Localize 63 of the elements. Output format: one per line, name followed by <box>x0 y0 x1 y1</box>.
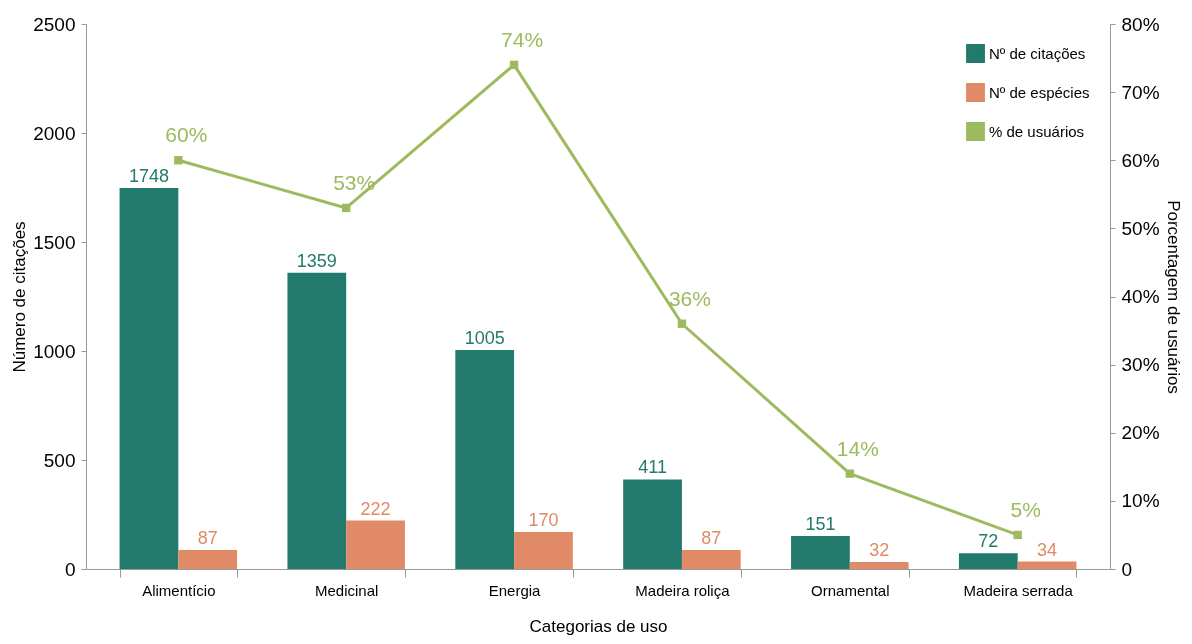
legend-label: Nº de espécies <box>989 83 1090 101</box>
bar <box>287 272 347 569</box>
x-tick-label: Alimentício <box>142 581 216 599</box>
data-label: 1748 <box>128 165 169 186</box>
y2-tick-label: 20% <box>1121 422 1160 444</box>
legend-label: % de usuários <box>989 122 1085 140</box>
x-axis-title: Categorias de uso <box>529 616 668 636</box>
data-label: 1359 <box>296 250 337 271</box>
y-tick-label: 1500 <box>33 231 76 253</box>
data-label: 72 <box>978 531 999 552</box>
bar <box>455 349 515 569</box>
data-label: 34 <box>1037 539 1058 560</box>
data-label: 36% <box>668 286 711 310</box>
y2-tick-label: 0 <box>1121 558 1133 580</box>
point <box>677 319 687 328</box>
bar <box>514 531 573 569</box>
y2-tick-label: 40% <box>1121 286 1160 307</box>
data-label: 87 <box>701 528 722 549</box>
x-tick-label: Energia <box>488 581 542 599</box>
y2-tick-label: 60% <box>1121 149 1160 171</box>
y2-tick-label: 50% <box>1121 217 1160 239</box>
bar <box>681 550 741 569</box>
y2-tick-label: 70% <box>1121 81 1160 103</box>
data-label: 14% <box>836 436 879 460</box>
data-label: 411 <box>638 457 667 478</box>
data-label: 222 <box>360 498 391 519</box>
data-label: 53% <box>333 170 376 194</box>
point <box>174 156 183 165</box>
y-tick-label: 1000 <box>33 340 76 362</box>
bar <box>849 562 909 569</box>
bar <box>623 479 682 569</box>
x-tick-label: Madeira serrada <box>963 581 1074 599</box>
y2-tick-label: 80% <box>1121 13 1160 35</box>
point <box>342 203 351 213</box>
bar <box>178 550 238 569</box>
bar <box>119 187 179 569</box>
legend-label: Nº de citações <box>989 44 1086 62</box>
bar <box>1017 561 1077 569</box>
y2-tick-label: 30% <box>1121 354 1160 376</box>
point <box>509 60 519 70</box>
data-label: 74% <box>501 27 544 51</box>
data-label: 60% <box>165 123 208 147</box>
y-tick-label: 2500 <box>33 13 76 35</box>
x-tick-label: Madeira roliça <box>635 581 731 599</box>
y2-axis-title: Porcentagem de usuários <box>1163 200 1183 394</box>
y-tick-label: 500 <box>43 449 76 471</box>
data-label: 32 <box>869 540 890 561</box>
point <box>845 469 854 478</box>
data-label: 87 <box>197 528 218 549</box>
x-tick-label: Medicinal <box>315 581 379 599</box>
point <box>1013 530 1022 540</box>
y-tick-label: 2000 <box>33 122 76 144</box>
data-label: 5% <box>1010 497 1041 521</box>
bar <box>346 520 405 569</box>
y-tick-label: 0 <box>64 558 76 580</box>
bar <box>791 536 850 569</box>
y2-tick-label: 10% <box>1121 490 1160 512</box>
data-label: 170 <box>528 509 559 530</box>
y-axis-title: Número de citações <box>10 221 30 373</box>
bar <box>958 553 1018 569</box>
x-tick-label: Ornamental <box>811 581 890 599</box>
data-label: 151 <box>805 514 836 535</box>
data-label: 1005 <box>464 327 505 348</box>
